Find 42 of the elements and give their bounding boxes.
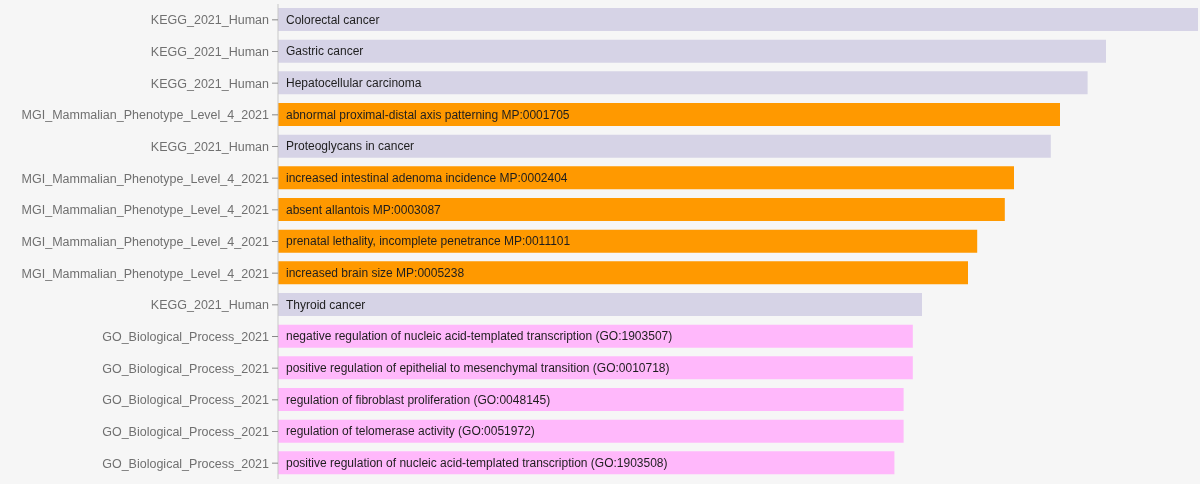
annotation: increased intestinal adenoma incidence MP:0002404: [286, 170, 568, 185]
annotation: absent allantois MP:0003087: [286, 202, 442, 217]
bar: [278, 293, 922, 316]
y-tick-label: MGI_Mammalian_Phenotype_Level_4_2021: [21, 234, 270, 249]
annotation: negative regulation of nucleic acid-templated transcription (GO:1903507): [286, 329, 673, 344]
annotation: Hepatocellular carcinoma: [286, 75, 422, 90]
annotation: positive regulation of nucleic acid-templated transcription (GO:1903508): [286, 455, 668, 470]
y-tick-label: KEGG_2021_Human: [150, 76, 270, 91]
annotation: prenatal lethality, incomplete penetrance MP:0011101: [286, 234, 571, 249]
annotation: Gastric cancer: [286, 44, 364, 59]
annotation: positive regulation of epithelial to mesenchymal transition (GO:0010718): [286, 360, 670, 375]
annotation: regulation of telomerase activity (GO:0051972): [286, 424, 535, 439]
y-tick-label: GO_Biological_Process_2021: [102, 361, 270, 376]
bar: [278, 261, 968, 285]
bar: [278, 229, 978, 253]
bar: [278, 419, 904, 443]
annotation: Proteoglycans in cancer: [286, 139, 415, 154]
y-tick-label: KEGG_2021_Human: [150, 298, 270, 313]
annotation: increased brain size MP:0005238: [286, 265, 465, 280]
y-tick-label: GO_Biological_Process_2021: [102, 329, 270, 344]
y-tick-label: GO_Biological_Process_2021: [102, 393, 270, 408]
annotation: regulation of fibroblast proliferation (GO:0048145): [286, 392, 551, 407]
y-tick-label: GO_Biological_Process_2021: [102, 456, 270, 471]
y-tick-label: MGI_Mammalian_Phenotype_Level_4_2021: [21, 108, 270, 123]
y-tick-label: MGI_Mammalian_Phenotype_Level_4_2021: [21, 266, 270, 281]
y-tick-label: KEGG_2021_Human: [150, 139, 270, 154]
y-tick-label: GO_Biological_Process_2021: [102, 424, 270, 439]
bar: [278, 134, 1051, 158]
bar: [278, 388, 904, 411]
bar: [278, 71, 1088, 95]
bar: [278, 39, 1106, 63]
bar: [278, 8, 1198, 31]
annotation: Colorectal cancer: [286, 12, 380, 27]
y-tick-label: MGI_Mammalian_Phenotype_Level_4_2021: [21, 203, 270, 218]
bar: [278, 166, 1014, 190]
y-tick-label: KEGG_2021_Human: [150, 13, 270, 28]
bar: [278, 103, 1060, 126]
annotation: Thyroid cancer: [286, 297, 366, 312]
bar: [278, 198, 1005, 221]
y-tick-label: MGI_Mammalian_Phenotype_Level_4_2021: [21, 171, 270, 186]
annotation: abnormal proximal-distal axis patterning MP:0001705: [286, 107, 570, 122]
y-tick-label: KEGG_2021_Human: [150, 44, 270, 59]
